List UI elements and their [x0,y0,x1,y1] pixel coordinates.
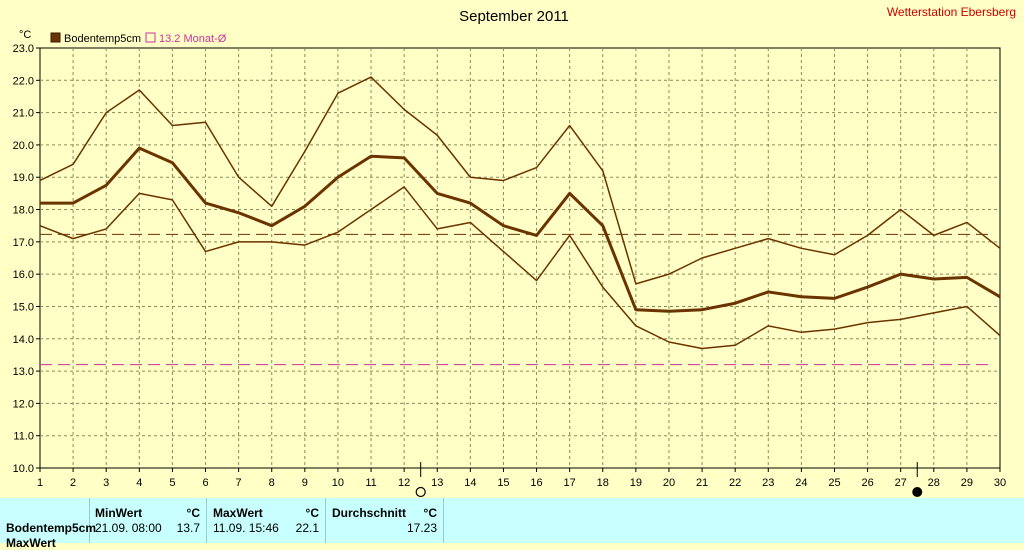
grid-lines [40,48,1000,468]
stats-max-column: MaxWert °C 11.09. 15:46 22.1 [207,498,326,543]
min-time: 21.09. 08:00 [95,521,162,535]
x-tick-label: 13 [431,477,443,489]
max-unit: °C [305,506,319,520]
y-tick-label: 19.0 [13,172,34,184]
y-tick-label: 15.0 [13,301,34,313]
legend-label-monthly-avg: 13.2 Monat-Ø [159,33,227,45]
station-name: Wetterstation Ebersberg [887,5,1016,19]
first-quarter-moon-icon [415,486,426,498]
y-tick-label: 13.0 [13,366,34,378]
y-tick-label: 20.0 [13,140,34,152]
x-tick-label: 7 [236,477,242,489]
x-tick-label: 1 [37,477,43,489]
x-tick-label: 29 [961,477,973,489]
legend-swatch-bodentemp [50,32,61,43]
stats-row-label: Bodentemp5cm [6,521,97,535]
x-tick-label: 18 [597,477,609,489]
x-tick-label: 15 [497,477,509,489]
stats-table: Bodentemp5cm MaxWert MinWert °C 21.09. 0… [0,498,444,550]
x-tick-label: 9 [302,477,308,489]
stats-row-label-2: MaxWert [6,536,56,550]
max-value: 22.1 [295,521,319,535]
series-line-max [39,76,1001,285]
y-tick-label: 10.0 [13,463,34,475]
x-tick-label: 3 [103,477,109,489]
x-tick-label: 6 [202,477,208,489]
x-tick-label: 2 [70,477,76,489]
max-time: 11.09. 15:46 [213,521,279,535]
y-tick-label: 11.0 [13,431,34,443]
x-tick-label: 11 [365,477,376,489]
x-tick-label: 16 [530,477,542,489]
max-header: MaxWert [213,506,263,520]
reference-lines [40,233,990,366]
new-moon-icon [912,487,923,497]
y-tick-label: 18.0 [13,205,34,217]
y-tick-label: 23.0 [13,43,34,55]
series-line-mean [40,146,1001,313]
temperature-chart: September 2011 Wetterstation Ebersberg B… [13,5,1016,498]
x-tick-label: 22 [729,477,741,489]
x-tick-label: 26 [861,477,873,489]
x-tick-label: 25 [828,477,840,489]
y-tick-label: 16.0 [13,269,34,281]
x-axis-ticks: 1 2 3 4 5 6 7 8 9 10 11 12 13 14 15 16 17 18 19 20 21 22 23 24 2… [37,468,1006,489]
x-tick-label: 12 [398,477,410,489]
x-tick-label: 17 [564,477,576,489]
x-tick-label: 10 [332,477,344,489]
y-tick-label: 17.0 [13,237,34,249]
avg-header: Durchschnitt [332,506,407,520]
avg-value: 17.23 [406,521,437,535]
avg-unit: °C [423,506,437,520]
y-axis-ticks: 10.0 11.0 12.0 13.0 14.0 15.0 16.0 17.0 18.0 19.0… [13,43,40,475]
chart-title: September 2011 [459,8,569,25]
stats-panel: Bodentemp5cm MaxWert MinWert °C 21.09. 0… [0,498,1024,550]
y-axis-unit: °C [19,29,31,41]
y-tick-label: 22.0 [13,75,34,87]
min-value: 13.7 [176,521,200,535]
legend: Bodentemp5cm 13.2 Monat-Ø [50,32,227,45]
series-line-min [39,186,1001,350]
x-tick-label: 21 [696,477,708,489]
legend-swatch-monthly-avg [145,32,156,43]
y-tick-label: 14.0 [13,334,34,346]
stats-min-column: MinWert °C 21.09. 08:00 13.7 [90,498,207,543]
min-header: MinWert [95,506,143,520]
y-tick-label: 21.0 [13,108,34,120]
y-tick-label: 12.0 [13,398,34,410]
moon-phase-markers [415,462,923,498]
x-tick-label: 19 [630,477,642,489]
legend-label-bodentemp: Bodentemp5cm [64,33,141,45]
plot-area [39,47,1001,469]
x-tick-label: 20 [663,477,675,489]
x-tick-label: 28 [928,477,940,489]
x-tick-label: 5 [169,477,175,489]
series-lines [39,76,1001,350]
x-tick-label: 23 [762,477,774,489]
x-tick-label: 27 [895,477,907,489]
x-tick-label: 4 [136,477,142,489]
x-tick-label: 24 [795,477,807,489]
x-tick-label: 14 [464,477,476,489]
x-tick-label: 30 [994,477,1006,489]
stats-label-column: Bodentemp5cm MaxWert [0,498,96,550]
min-unit: °C [186,506,200,520]
stats-avg-column: Durchschnitt °C 17.23 [326,498,444,543]
x-tick-label: 8 [269,477,275,489]
